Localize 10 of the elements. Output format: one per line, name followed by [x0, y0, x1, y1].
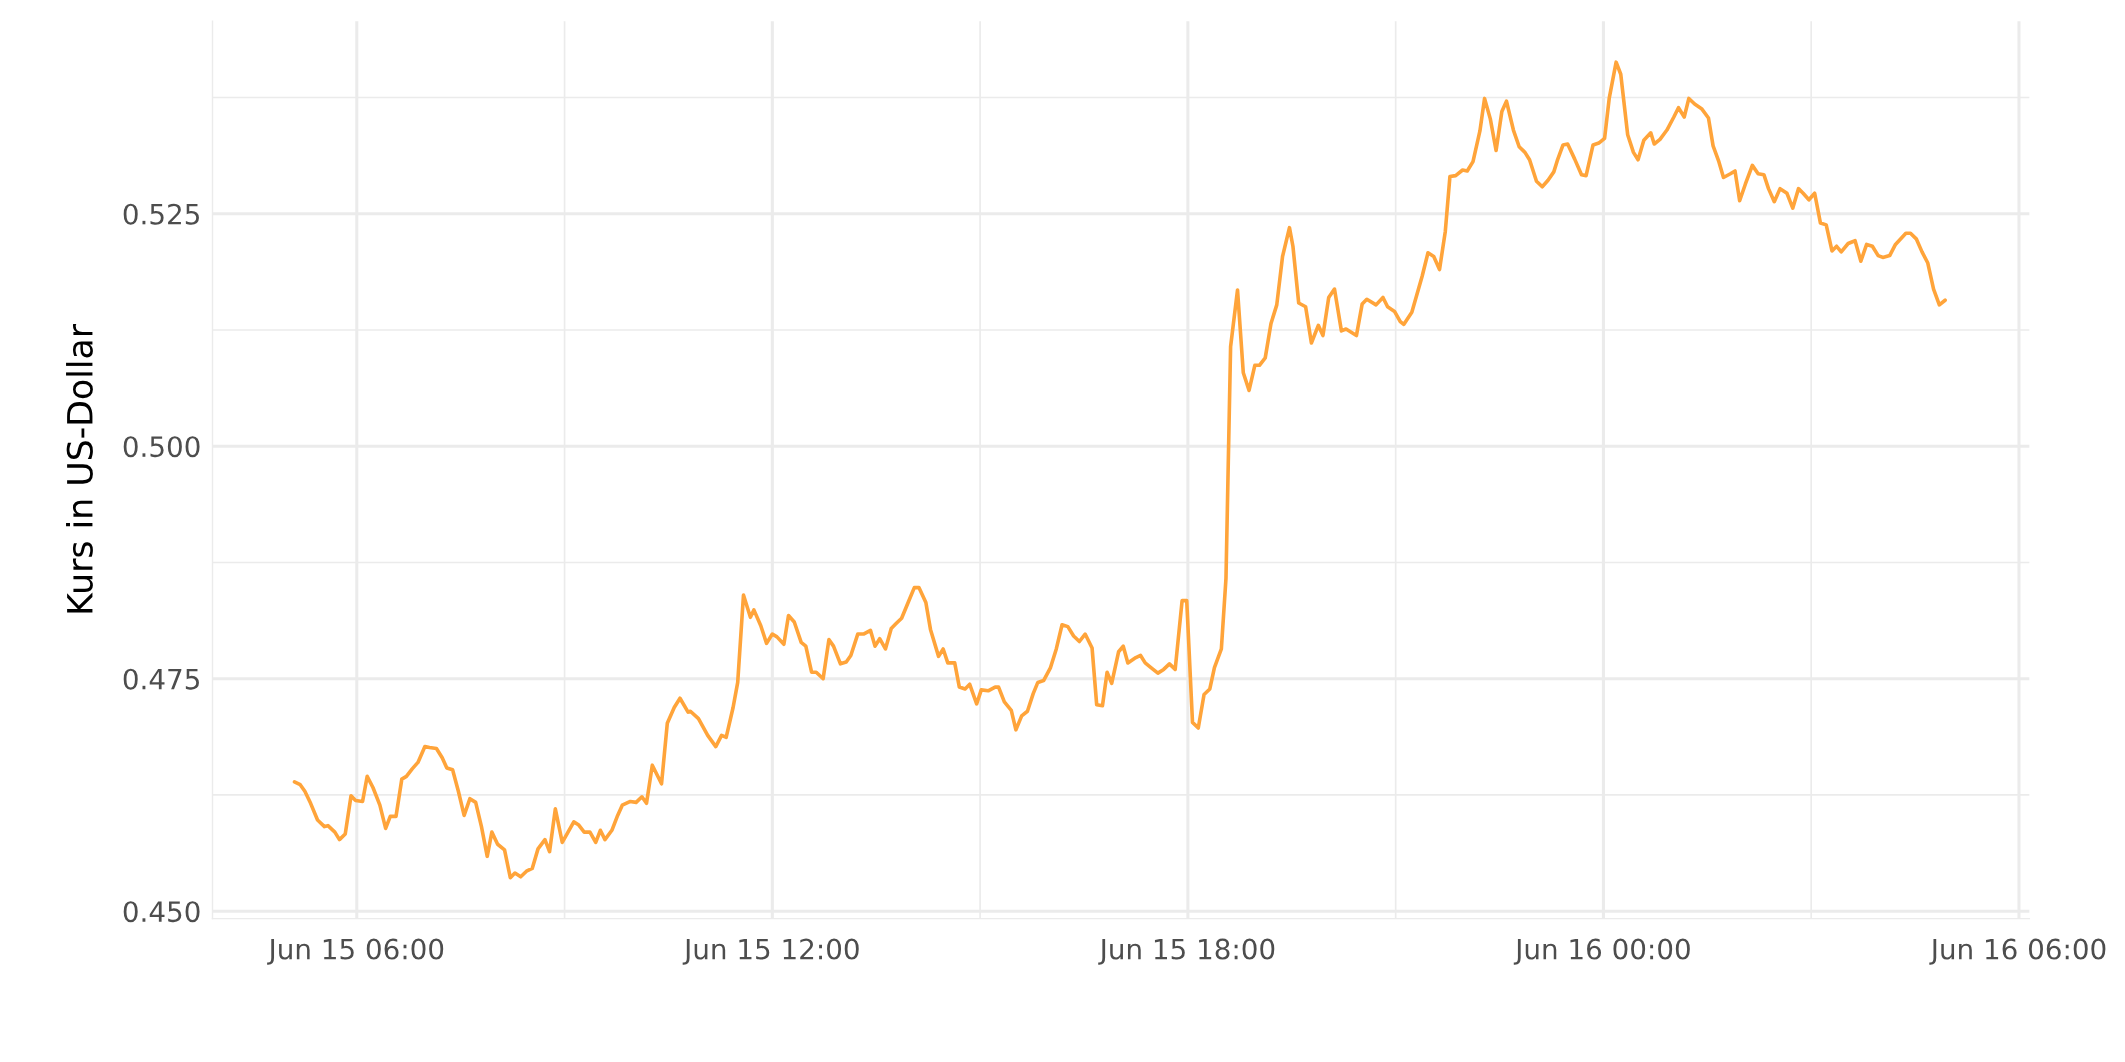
x-tick-label: Jun 15 18:00 — [1098, 938, 1275, 965]
x-tick-label: Jun 15 12:00 — [682, 938, 859, 965]
x-tick-label: Jun 16 06:00 — [1929, 938, 2106, 965]
x-tick-label: Jun 15 06:00 — [267, 938, 444, 965]
y-tick-label: 0.500 — [123, 436, 200, 458]
y-tick-label: 0.525 — [123, 203, 199, 225]
y-tick-label: 0.475 — [123, 668, 199, 690]
y-tick-label: 0.450 — [123, 901, 200, 923]
x-tick-label: Jun 16 00:00 — [1513, 938, 1690, 965]
y-axis-title: Kurs in US-Dollar — [66, 323, 93, 613]
